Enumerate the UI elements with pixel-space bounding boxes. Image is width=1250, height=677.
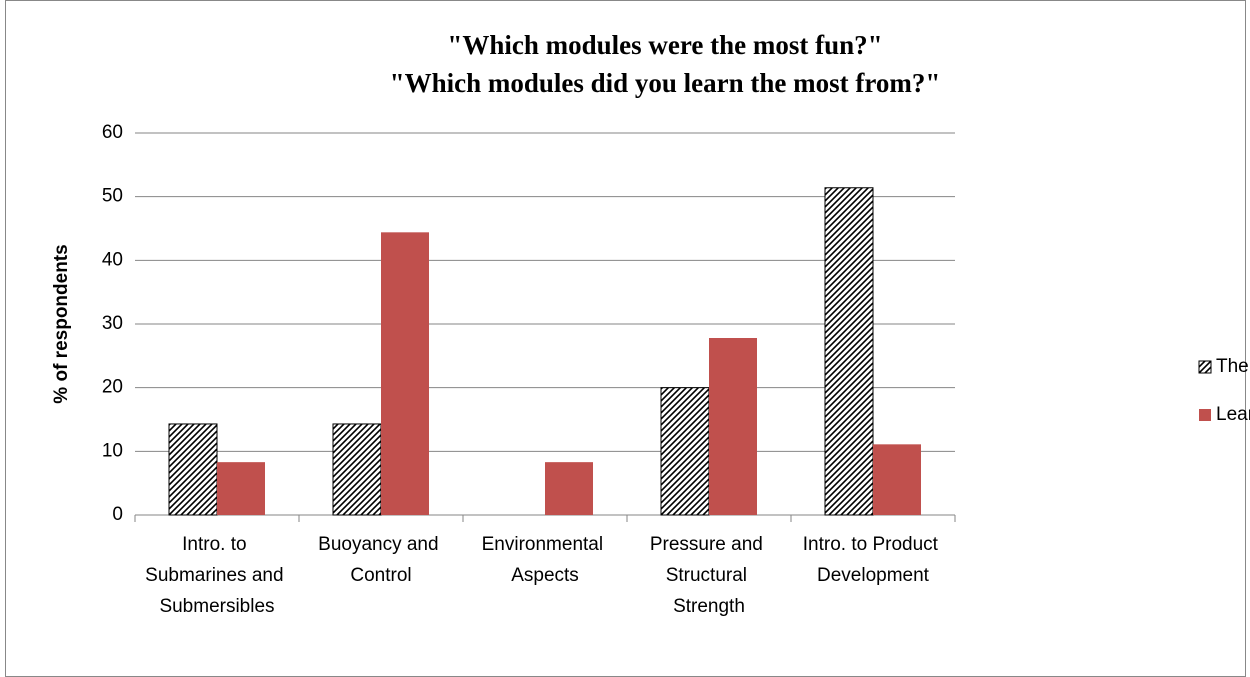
- x-tick-label: Intro. to Product Development: [803, 534, 943, 586]
- x-tick-label: Environmental Aspects: [482, 534, 609, 586]
- legend-swatch: [1198, 360, 1212, 374]
- x-tick-label-line: Buoyancy and: [318, 534, 444, 555]
- y-tick-label: 0: [112, 504, 123, 525]
- bar: [217, 462, 265, 515]
- legend-swatch: [1199, 409, 1211, 421]
- x-tick-label-line: Development: [817, 565, 930, 586]
- x-tick-label-line: Strength: [673, 596, 745, 617]
- x-tick-label: Intro. to Submarines and Submersibles: [145, 534, 289, 617]
- x-tick-label-line: Structural: [666, 565, 753, 586]
- y-tick-label: 10: [102, 440, 123, 461]
- x-tick-label-line: Pressure and: [650, 534, 768, 555]
- bar: [709, 338, 757, 515]
- bar: [873, 444, 921, 515]
- bar: [332, 423, 382, 516]
- bar: [660, 387, 710, 516]
- bar: [168, 423, 218, 516]
- x-tick-label-line: Environmental: [482, 534, 609, 555]
- x-tick-label: Buoyancy and Control: [318, 534, 444, 586]
- chart-frame: [5, 0, 1246, 677]
- x-tick-label-line: Control: [350, 565, 411, 586]
- y-tick-label: 20: [102, 377, 123, 398]
- chart-title: "Which modules did you learn the most fr…: [390, 68, 941, 98]
- x-tick-label-line: Submarines and: [145, 565, 289, 586]
- x-tick-label-line: Submersibles: [159, 596, 274, 617]
- y-tick-label: 40: [102, 249, 123, 270]
- x-tick-label-line: Aspects: [511, 565, 579, 586]
- y-tick-label: 60: [102, 122, 123, 143]
- x-tick-label-line: Intro. to Product: [803, 534, 943, 555]
- x-tick-label: Pressure and Structural Strength: [650, 534, 768, 617]
- bar: [381, 232, 429, 515]
- bar: [545, 462, 593, 515]
- legend-label: The most fun: [1216, 356, 1250, 377]
- chart-title: "Which modules were the most fun?": [447, 30, 882, 60]
- y-tick-label: 30: [102, 313, 123, 334]
- y-axis-label: % of respondents: [51, 244, 72, 403]
- legend-label: Learned most from: [1216, 404, 1250, 425]
- y-tick-label: 50: [102, 186, 123, 207]
- bar: [824, 187, 874, 516]
- x-tick-label-line: Intro. to: [182, 534, 252, 555]
